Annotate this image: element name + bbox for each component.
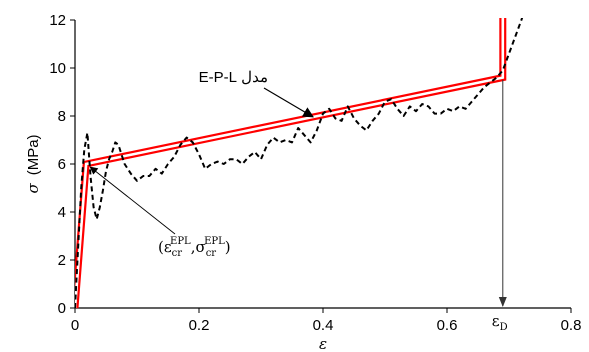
crack-label-sub: cr xyxy=(172,248,183,259)
x-tick-label: 0 xyxy=(71,317,79,334)
crack-label-sup2: EPL xyxy=(204,236,225,247)
x-tick-label: 0.6 xyxy=(437,317,458,334)
x-tick-label: 0.2 xyxy=(189,317,210,334)
cracking-point-arrow xyxy=(89,166,176,235)
y-axis-ticks: 0 2 4 6 8 10 12 xyxy=(49,12,75,317)
series-layer xyxy=(75,18,524,309)
axes xyxy=(74,20,571,309)
crack-label-close: ) xyxy=(225,238,231,256)
model-label: مدل E-P-L xyxy=(199,69,268,86)
y-axis-unit: (MPa) xyxy=(25,134,42,175)
x-tick-label: 0.8 xyxy=(561,317,582,334)
epl-model-line-outer xyxy=(75,18,507,309)
x-axis-title: ε xyxy=(319,335,327,352)
y-axis-symbol: σ xyxy=(24,183,42,194)
y-tick-label: 2 xyxy=(58,252,66,269)
x-axis-ticks: 0 0.2 0.4 0.6 0.8 xyxy=(71,308,582,334)
crack-label-sub2: cr xyxy=(206,248,217,259)
y-tick-label: 4 xyxy=(58,204,66,221)
cracking-point-label: (εcrEPL,σcrEPL) xyxy=(158,236,231,259)
experimental-curve xyxy=(75,18,524,309)
crack-label-open: (ε xyxy=(158,238,172,256)
y-axis-title: σ (MPa) xyxy=(24,134,42,193)
epsilon-d-label: εD xyxy=(492,312,508,333)
y-tick-label: 10 xyxy=(49,60,66,77)
y-tick-label: 0 xyxy=(58,300,66,317)
model-label-arrow xyxy=(263,87,314,118)
y-tick-label: 12 xyxy=(49,12,66,29)
annotation-layer xyxy=(89,80,507,307)
x-tick-label: 0.4 xyxy=(313,317,334,334)
epsilon-d-base: ε xyxy=(492,312,500,330)
epl-model-line-inner xyxy=(75,18,505,309)
y-tick-label: 8 xyxy=(58,108,66,125)
y-tick-label: 6 xyxy=(58,156,66,173)
crack-label-sup: EPL xyxy=(170,236,191,247)
epsilon-d-sub: D xyxy=(500,322,508,333)
crack-label-comma: ,σ xyxy=(191,238,206,256)
